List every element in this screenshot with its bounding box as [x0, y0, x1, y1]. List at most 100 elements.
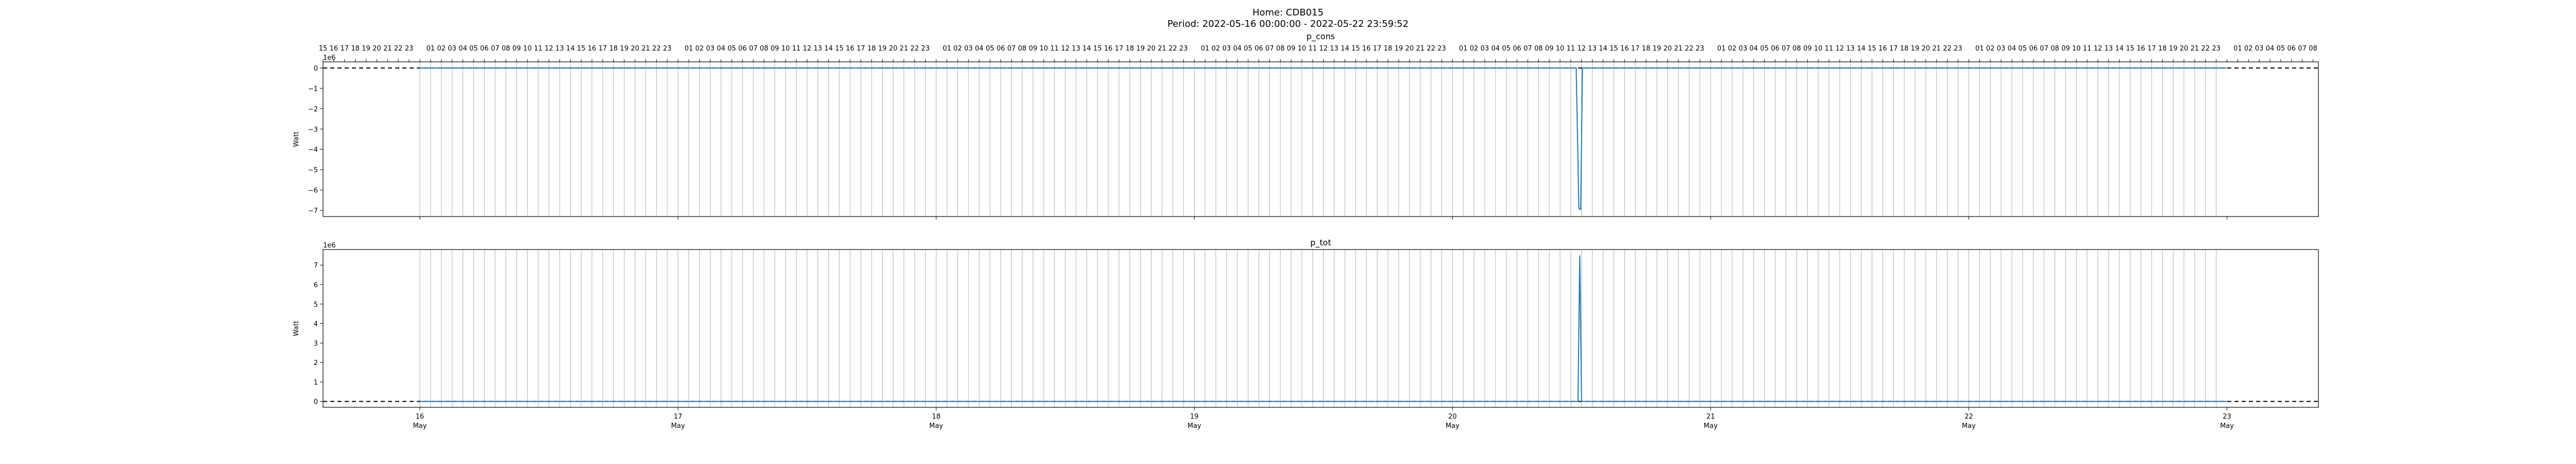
top-hour-label: 21	[2191, 45, 2199, 53]
top-hour-label: 08	[760, 45, 769, 53]
y-offset-label: 1e6	[323, 242, 336, 250]
top-hour-label: 05	[2277, 45, 2285, 53]
top-hour-label: 23	[1437, 45, 1446, 53]
top-hour-label: 15	[577, 45, 586, 53]
top-hour-label: 14	[1599, 45, 1607, 53]
y-tick-label: 6	[314, 281, 318, 289]
top-hour-label: 19	[878, 45, 887, 53]
y-tick-label: −4	[308, 146, 318, 154]
x-tick-label-month: May	[1188, 422, 1201, 430]
axes-frame	[323, 61, 2319, 217]
top-hour-label: 23	[405, 45, 414, 53]
top-hour-label: 03	[448, 45, 456, 53]
top-hour-label: 18	[1384, 45, 1393, 53]
top-hour-label: 13	[1330, 45, 1338, 53]
top-hour-label: 19	[1137, 45, 1145, 53]
top-hour-label: 08	[502, 45, 511, 53]
top-hour-label: 04	[459, 45, 467, 53]
top-hour-label: 14	[1082, 45, 1091, 53]
top-hour-label: 04	[1492, 45, 1500, 53]
top-hour-label: 16	[1878, 45, 1887, 53]
top-hour-label: 13	[1846, 45, 1855, 53]
top-hour-label: 02	[1986, 45, 1995, 53]
top-hour-label: 19	[362, 45, 370, 53]
top-hour-label: 19	[1911, 45, 1920, 53]
top-hour-label: 05	[1760, 45, 1769, 53]
y-tick-label: 5	[314, 301, 318, 309]
top-hour-label: 21	[383, 45, 392, 53]
top-hour-label: 22	[652, 45, 661, 53]
top-hour-label: 13	[2105, 45, 2113, 53]
y-tick-label: −1	[308, 85, 318, 93]
top-hour-label: 11	[534, 45, 543, 53]
x-tick-label-month: May	[1446, 422, 1460, 430]
top-hour-label: 16	[2137, 45, 2145, 53]
top-hour-label: 20	[1664, 45, 1672, 53]
top-hour-label: 23	[1696, 45, 1704, 53]
top-hour-label: 13	[1588, 45, 1597, 53]
top-hour-label: 01	[1717, 45, 1726, 53]
top-hour-label: 17	[599, 45, 607, 53]
top-hour-label: 22	[1943, 45, 1952, 53]
top-hour-label: 22	[2201, 45, 2210, 53]
top-hour-label: 12	[1319, 45, 1328, 53]
top-hour-label: 03	[2255, 45, 2264, 53]
top-hour-label: 10	[1040, 45, 1048, 53]
top-hour-label: 11	[1567, 45, 1575, 53]
x-tick-label-day: 21	[1706, 413, 1715, 421]
top-hour-label: 14	[1857, 45, 1866, 53]
top-hour-label: 17	[1115, 45, 1124, 53]
x-tick-label-month: May	[2220, 422, 2234, 430]
top-hour-label: 10	[1814, 45, 1823, 53]
top-hour-label: 19	[1395, 45, 1403, 53]
panel-title: p_cons	[1307, 31, 1335, 42]
top-hour-label: 08	[1018, 45, 1027, 53]
top-hour-label: 07	[491, 45, 500, 53]
top-hour-label: 04	[2266, 45, 2275, 53]
top-hour-label: 01	[943, 45, 952, 53]
x-tick-label-day: 23	[2223, 413, 2231, 421]
top-hour-label: 04	[2008, 45, 2016, 53]
panel-title: p_tot	[1310, 238, 1331, 248]
top-hour-label: 23	[2212, 45, 2221, 53]
top-hour-label: 18	[1126, 45, 1134, 53]
y-tick-label: −6	[308, 187, 318, 195]
top-hour-label: 20	[372, 45, 381, 53]
top-hour-label: 12	[1578, 45, 1586, 53]
top-hour-label: 13	[814, 45, 822, 53]
top-hour-label: 17	[1631, 45, 1640, 53]
top-hour-label: 20	[631, 45, 639, 53]
top-hour-label: 22	[394, 45, 403, 53]
top-hour-label: 21	[641, 45, 650, 53]
top-hour-label: 14	[566, 45, 575, 53]
y-tick-label: 0	[314, 65, 318, 73]
axes-frame	[323, 249, 2319, 408]
y-offset-label: 1e6	[323, 54, 336, 62]
x-tick-label-day: 16	[416, 413, 425, 421]
top-hour-label: 15	[1868, 45, 1876, 53]
y-tick-label: 0	[314, 399, 318, 406]
top-hour-label: 10	[1298, 45, 1307, 53]
top-hour-label: 11	[1050, 45, 1059, 53]
top-hour-label: 02	[695, 45, 704, 53]
y-tick-label: 4	[314, 321, 318, 328]
x-tick-label-month: May	[413, 422, 427, 430]
top-hour-label: 10	[1556, 45, 1565, 53]
top-hour-label: 17	[340, 45, 349, 53]
top-hour-label: 03	[1997, 45, 2006, 53]
y-tick-label: 7	[314, 262, 318, 270]
top-hour-label: 09	[513, 45, 521, 53]
top-hour-label: 02	[954, 45, 962, 53]
top-hour-label: 17	[1889, 45, 1898, 53]
top-hour-label: 17	[1373, 45, 1382, 53]
top-hour-label: 04	[975, 45, 984, 53]
series-line	[419, 255, 2227, 402]
top-hour-label: 22	[1685, 45, 1693, 53]
top-hour-label: 20	[2180, 45, 2189, 53]
top-hour-label: 01	[2233, 45, 2242, 53]
top-hour-label: 18	[2158, 45, 2167, 53]
top-hour-label: 17	[857, 45, 866, 53]
x-tick-label-day: 20	[1448, 413, 1457, 421]
top-hour-label: 09	[1029, 45, 1038, 53]
top-hour-label: 18	[351, 45, 360, 53]
